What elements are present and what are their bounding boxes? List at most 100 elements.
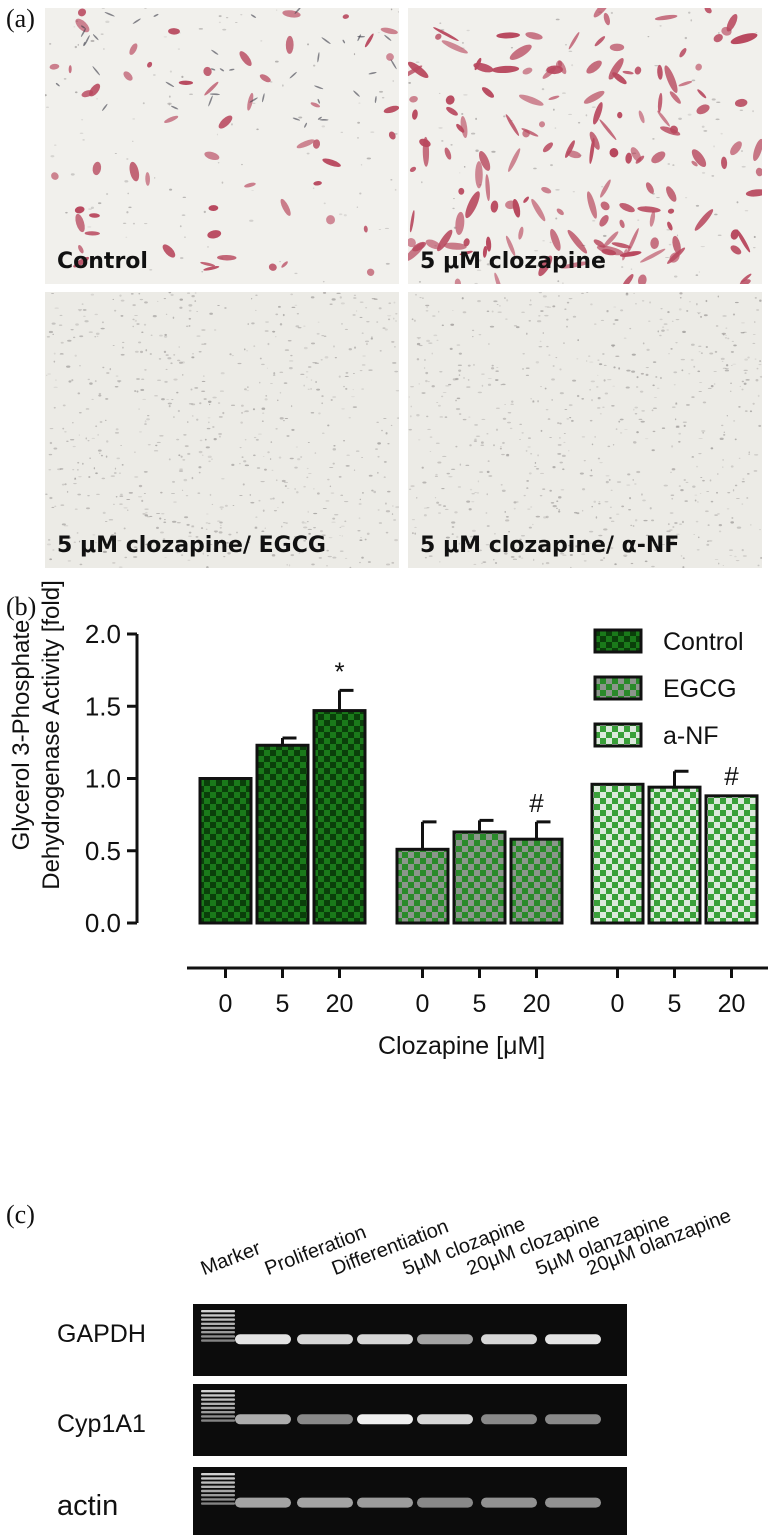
gel-bands	[201, 1310, 601, 1345]
marker-band	[201, 1481, 235, 1484]
x-tick-label: 20	[718, 990, 746, 1018]
gel-band	[481, 1497, 537, 1508]
legend-swatch	[593, 675, 643, 701]
micrograph-clozapine: 5 μM clozapine	[408, 8, 762, 284]
micrograph-label: Control	[57, 249, 148, 274]
x-tick-label: 5	[473, 990, 487, 1018]
gel-bands	[201, 1390, 601, 1425]
gel-band	[297, 1334, 353, 1345]
error-bar	[478, 818, 494, 832]
micrograph-image	[45, 8, 399, 284]
marker-band	[201, 1398, 235, 1401]
error-bar	[338, 688, 354, 711]
bar	[509, 837, 564, 925]
gel-bands	[201, 1473, 601, 1508]
gel-band	[545, 1497, 601, 1508]
gel-band	[417, 1414, 473, 1425]
bar	[704, 794, 759, 925]
error-bar	[421, 820, 437, 850]
panel-a-label: (a)	[6, 4, 35, 33]
y-tick-label: 0.0	[85, 908, 121, 938]
gel-band	[545, 1334, 601, 1345]
legend-swatch	[593, 722, 643, 748]
marker-band	[201, 1477, 235, 1480]
y-tick-label: 1.5	[85, 691, 121, 721]
gel-band	[235, 1334, 291, 1345]
significance-marker: #	[529, 788, 544, 818]
micrograph-image	[408, 8, 762, 284]
marker-band	[201, 1310, 235, 1313]
micrograph-image	[45, 292, 399, 568]
gel-band	[297, 1497, 353, 1508]
legend-label: EGCG	[663, 675, 737, 703]
gel-band	[357, 1497, 413, 1508]
marker-band	[201, 1411, 235, 1414]
marker-band	[201, 1314, 235, 1317]
x-tick-label: 20	[326, 990, 354, 1018]
panel-c-label: (c)	[6, 1200, 35, 1229]
micrograph-clozapine-anf: 5 μM clozapine/ α-NF	[408, 292, 762, 568]
gel-strip-cyp1a1	[193, 1384, 627, 1456]
gel-band	[545, 1414, 601, 1425]
y-axis-label: Glycerol 3-Phosphate Dehydrogenase Activ…	[7, 545, 77, 925]
bar	[647, 785, 702, 925]
bar	[395, 847, 450, 925]
gel-band	[235, 1497, 291, 1508]
marker-band	[201, 1402, 235, 1405]
gel-row-label-actin: actin	[57, 1490, 119, 1522]
x-tick-label: 5	[276, 990, 290, 1018]
micrograph-label: 5 μM clozapine/ EGCG	[57, 533, 326, 558]
y-axis-label-line1: Glycerol 3-Phosphate	[8, 619, 35, 851]
significance-marker: #	[724, 761, 739, 791]
gel-row-label-gapdh: GAPDH	[57, 1320, 146, 1348]
marker-band	[201, 1489, 235, 1493]
micrograph-image	[408, 292, 762, 568]
micrograph-label: 5 μM clozapine/ α-NF	[420, 533, 680, 558]
bar	[452, 830, 507, 925]
marker-band	[201, 1318, 235, 1321]
marker-band	[201, 1415, 235, 1418]
marker-band	[201, 1394, 235, 1397]
error-bar	[281, 736, 297, 746]
marker-band	[201, 1326, 235, 1330]
significance-marker: *	[334, 656, 344, 686]
bar	[590, 782, 645, 925]
x-tick-label: 20	[523, 990, 551, 1018]
y-tick-label: 0.5	[85, 836, 121, 866]
marker-band	[201, 1473, 235, 1476]
micrograph-clozapine-egcg: 5 μM clozapine/ EGCG	[45, 292, 399, 568]
marker-band	[201, 1322, 235, 1325]
error-bar	[535, 820, 551, 840]
gel-strip-gapdh	[193, 1304, 627, 1376]
lane-header: Marker	[197, 1237, 264, 1281]
gel-band	[357, 1414, 413, 1425]
gel-strip-actin	[193, 1467, 627, 1535]
legend-label: a-NF	[663, 722, 719, 750]
marker-band	[201, 1494, 235, 1497]
x-tick-label: 0	[219, 990, 233, 1018]
gel-band	[235, 1414, 291, 1425]
marker-band	[201, 1339, 235, 1342]
marker-band	[201, 1502, 235, 1505]
y-tick-label: 2.0	[85, 619, 121, 649]
panel-b-label: (b)	[6, 592, 37, 621]
gel-row-label-cyp1a1: Cyp1A1	[57, 1410, 146, 1438]
legend-swatch	[593, 628, 643, 654]
bar	[312, 709, 367, 925]
bar	[255, 743, 310, 925]
gel-band	[357, 1334, 413, 1345]
marker-band	[201, 1498, 235, 1501]
y-tick-label: 1.0	[85, 764, 121, 794]
marker-band	[201, 1331, 235, 1334]
marker-band	[201, 1390, 235, 1393]
error-bar	[673, 769, 689, 788]
x-tick-label: 0	[611, 990, 625, 1018]
micrograph-control: Control	[45, 8, 399, 284]
bar-chart: 0.0 0.5 1.0 1.5 2.0 0 5 * 20 Control 0 5 #20 EGCG 0 5 #2…	[85, 619, 768, 1018]
gel-band	[417, 1334, 473, 1345]
gel-band	[297, 1414, 353, 1425]
marker-band	[201, 1406, 235, 1410]
y-axis-label-line2: Dehydrogenase Activity [fold]	[38, 580, 65, 890]
gel-band	[481, 1414, 537, 1425]
x-tick-label: 5	[668, 990, 682, 1018]
